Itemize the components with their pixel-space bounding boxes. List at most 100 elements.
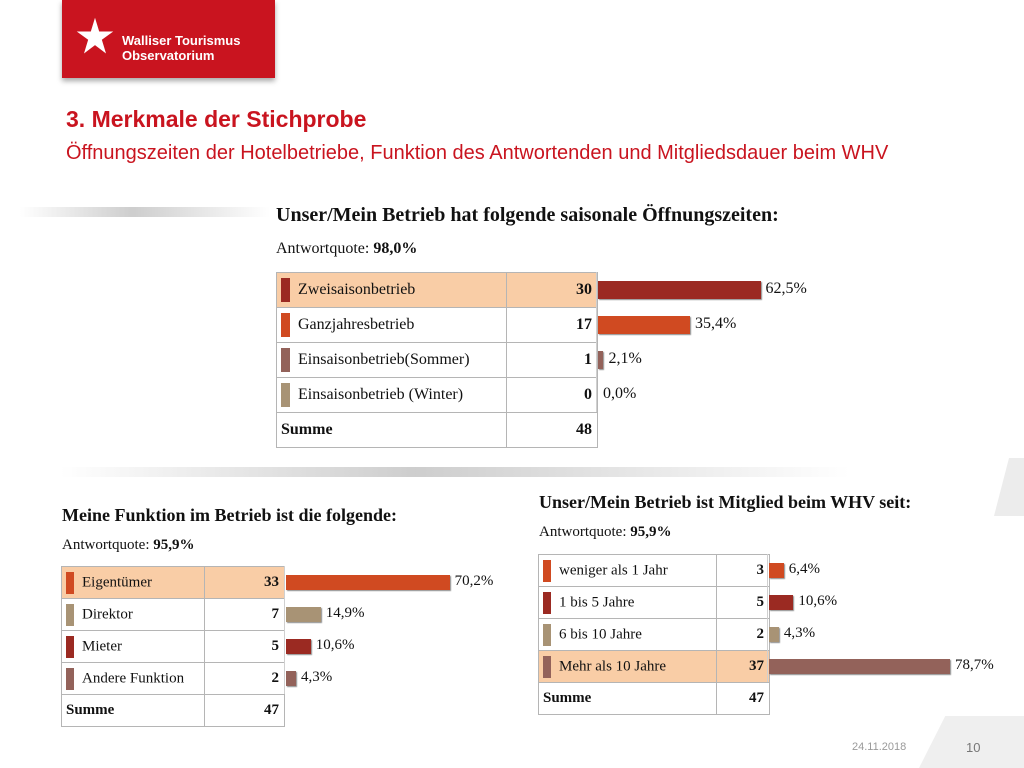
chart2-axis	[284, 566, 285, 694]
legend-swatch	[66, 603, 74, 626]
chart2-title: Meine Funktion im Betrieb ist die folgen…	[62, 505, 397, 525]
legend-swatch	[66, 571, 74, 594]
table-row: Zweisaisonbetrieb 30	[276, 272, 598, 308]
legend-swatch	[543, 655, 551, 678]
count-cell: 3	[716, 554, 770, 587]
bar	[598, 350, 604, 369]
decorative-shape	[994, 458, 1024, 516]
sum-row: Summe 47	[538, 682, 770, 715]
legend-swatch	[66, 667, 74, 690]
footer-date: 24.11.2018	[852, 741, 907, 753]
category-label: Eigentümer	[82, 574, 152, 590]
table-row: Mehr als 10 Jahre 37	[538, 650, 770, 683]
bar-value-label: 4,3%	[783, 624, 816, 641]
category-label: Einsaisonbetrieb (Winter)	[298, 386, 464, 403]
category-label: 1 bis 5 Jahre	[559, 594, 635, 610]
bar-value-label: 62,5%	[765, 279, 807, 297]
category-cell: Ganzjahresbetrieb	[276, 307, 507, 343]
chart2-rate-value: 95,9%	[153, 537, 195, 553]
logo-text: Walliser Tourismus Observatorium	[122, 33, 240, 63]
category-cell: Eigentümer	[61, 566, 205, 599]
table-row: Eigentümer 33	[61, 566, 285, 599]
chart1-axis	[596, 272, 597, 412]
chart1-rate-label: Antwortquote:	[276, 240, 374, 257]
category-cell: Zweisaisonbetrieb	[276, 272, 507, 308]
count-cell: 30	[506, 272, 598, 308]
bar	[286, 670, 297, 686]
bar-value-label: 78,7%	[955, 656, 994, 673]
sum-value: 48	[506, 412, 598, 448]
chart3-rate-value: 95,9%	[630, 524, 672, 540]
chart3-table: weniger als 1 Jahr 3 1 bis 5 Jahre 5 6 bis 1…	[538, 554, 770, 715]
divider-shadow-middle	[60, 467, 850, 477]
bar-value-label: 14,9%	[325, 604, 365, 621]
count-cell: 1	[506, 342, 598, 378]
category-cell: Einsaisonbetrieb(Sommer)	[276, 342, 507, 378]
logo-line-2: Observatorium	[122, 48, 215, 63]
bar	[598, 315, 691, 334]
table-row: Andere Funktion 2	[61, 662, 285, 695]
chart2-table: Eigentümer 33 Direktor 7 Mieter 5 Andere Funkt…	[61, 566, 285, 727]
bar-value-label: 70,2%	[454, 572, 494, 589]
legend-swatch	[281, 278, 290, 302]
legend-swatch	[281, 348, 290, 372]
bar	[286, 574, 450, 590]
sum-label: Summe	[61, 694, 205, 727]
count-cell: 2	[716, 618, 770, 651]
category-cell: 6 bis 10 Jahre	[538, 618, 717, 651]
sum-row: Summe 48	[276, 412, 598, 448]
chart3-response-rate: Antwortquote: 95,9%	[539, 524, 672, 541]
bar	[769, 594, 794, 610]
count-cell: 7	[204, 598, 285, 631]
chart1-table: Zweisaisonbetrieb 30 Ganzjahresbetrieb 17 Ei…	[276, 272, 598, 448]
bar	[598, 280, 761, 299]
sum-label: Summe	[276, 412, 507, 448]
legend-swatch	[543, 623, 551, 646]
bar-value-label: 4,3%	[301, 668, 333, 685]
page-number: 10	[966, 740, 981, 755]
logo-line-1: Walliser Tourismus	[122, 33, 241, 48]
count-cell: 33	[204, 566, 285, 599]
category-cell: Direktor	[61, 598, 205, 631]
category-label: Zweisaisonbetrieb	[298, 281, 416, 298]
bar-value-label: 10,6%	[798, 592, 838, 609]
chart1-rate-value: 98,0%	[373, 240, 418, 257]
table-row: weniger als 1 Jahr 3	[538, 554, 770, 587]
count-cell: 17	[506, 307, 598, 343]
bar	[769, 658, 950, 674]
sum-row: Summe 47	[61, 694, 285, 727]
bar-value-label: 0,0%	[603, 384, 637, 402]
legend-swatch	[66, 635, 74, 658]
table-row: 1 bis 5 Jahre 5	[538, 586, 770, 619]
bar-value-label: 6,4%	[788, 560, 820, 577]
bar-value-label: 2,1%	[608, 349, 642, 367]
legend-swatch	[543, 559, 551, 582]
count-cell: 5	[204, 630, 285, 663]
chart3-title: Unser/Mein Betrieb ist Mitglied beim WHV…	[539, 492, 912, 512]
category-cell: Einsaisonbetrieb (Winter)	[276, 377, 507, 413]
bar	[286, 638, 311, 654]
chart2-response-rate: Antwortquote: 95,9%	[62, 537, 195, 554]
category-label: Direktor	[82, 606, 133, 622]
table-row: 6 bis 10 Jahre 2	[538, 618, 770, 651]
star-icon	[76, 17, 114, 54]
legend-swatch	[543, 591, 551, 614]
count-cell: 37	[716, 650, 770, 683]
category-cell: 1 bis 5 Jahre	[538, 586, 717, 619]
category-label: Andere Funktion	[82, 670, 185, 686]
chart1-title: Unser/Mein Betrieb hat folgende saisonal…	[276, 204, 779, 226]
table-row: Einsaisonbetrieb(Sommer) 1	[276, 342, 598, 378]
bar	[769, 562, 784, 578]
count-cell: 5	[716, 586, 770, 619]
sum-value: 47	[204, 694, 285, 727]
category-label: Ganzjahresbetrieb	[298, 316, 415, 333]
sum-label: Summe	[538, 682, 717, 715]
category-label: weniger als 1 Jahr	[559, 562, 668, 578]
category-label: Mehr als 10 Jahre	[559, 658, 667, 674]
table-row: Einsaisonbetrieb (Winter) 0	[276, 377, 598, 413]
chart1-response-rate: Antwortquote: 98,0%	[276, 240, 417, 258]
category-label: 6 bis 10 Jahre	[559, 626, 642, 642]
category-cell: weniger als 1 Jahr	[538, 554, 717, 587]
category-cell: Mieter	[61, 630, 205, 663]
table-row: Ganzjahresbetrieb 17	[276, 307, 598, 343]
